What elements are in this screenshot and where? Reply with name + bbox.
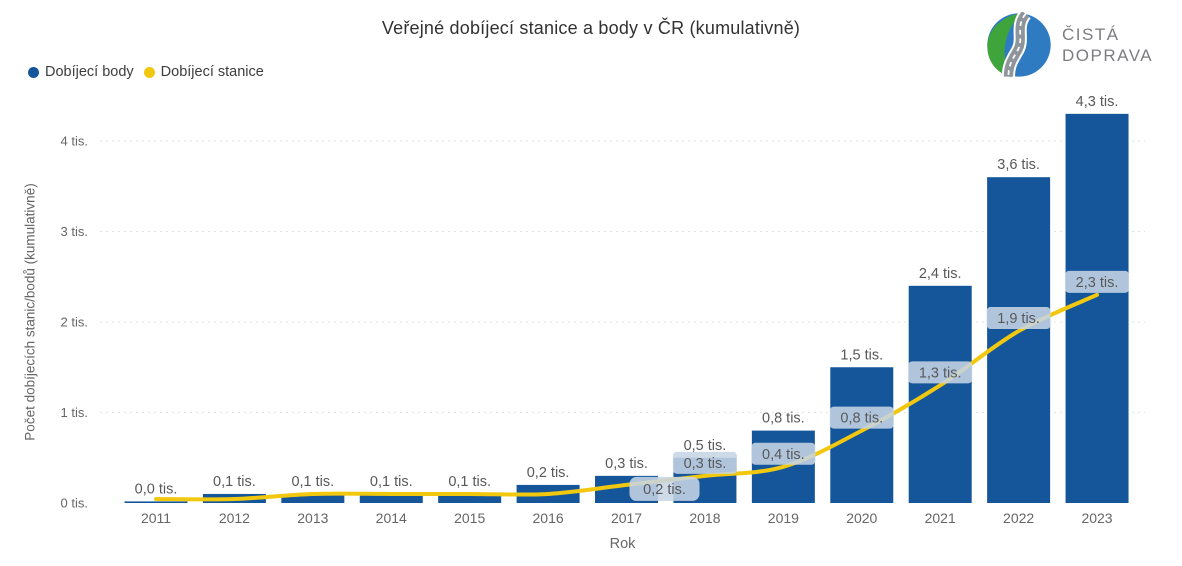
logo-line2: DOPRAVA [1062, 46, 1154, 65]
x-tick-label-2019[interactable]: 2019 [768, 510, 799, 526]
line-label-box-2021 [908, 361, 973, 384]
legend-item-dobijeci-body[interactable]: Dobíjecí body [28, 64, 134, 80]
bar-label-2021: 2,4 tis. [919, 266, 962, 282]
bar-label-2015: 0,1 tis. [448, 474, 491, 490]
logo-line1: ČISTÁ [1062, 25, 1120, 44]
bar-label-2014: 0,1 tis. [370, 474, 413, 490]
line-label-box-2022 [986, 307, 1051, 330]
legend-label-stanice: Dobíjecí stanice [160, 64, 264, 80]
x-tick-label-2015[interactable]: 2015 [454, 510, 485, 526]
y-tick-label: 1 tis. [61, 405, 88, 420]
line-label-box-2019 [751, 442, 816, 465]
x-tick-label-2022[interactable]: 2022 [1003, 510, 1034, 526]
line-label-2022: 1,9 tis. [997, 311, 1040, 327]
legend-dot-body-icon [28, 66, 39, 78]
chart-title: Veřejné dobíjecí stanice a body v ČR (ku… [381, 18, 801, 38]
x-tick-label-2016[interactable]: 2016 [533, 510, 564, 526]
bar-2014[interactable] [359, 493, 423, 503]
legend-dot-stanice-icon [143, 66, 155, 78]
line-label-2020: 0,8 tis. [840, 411, 883, 427]
x-tick-label-2013[interactable]: 2013 [297, 510, 328, 526]
bar-label-2020: 1,5 tis. [840, 347, 883, 363]
bar-2013[interactable] [281, 493, 345, 503]
line-label-2019: 0,4 tis. [762, 447, 805, 463]
legend-item-dobijeci-stanice[interactable]: Dobíjecí stanice [143, 64, 264, 80]
line-label-2018: 0,3 tis. [684, 456, 727, 472]
x-tick-label-2012[interactable]: 2012 [219, 510, 250, 526]
bar-2011[interactable] [124, 501, 188, 503]
x-tick-label-2014[interactable]: 2014 [376, 510, 407, 526]
line-label-box-2020 [829, 406, 894, 429]
chart-legend: Dobíjecí body Dobíjecí stanice [28, 64, 264, 80]
bar-label-2011: 0,0 tis. [135, 481, 178, 497]
bar-label-2016: 0,2 tis. [527, 465, 570, 481]
x-tick-label-2020[interactable]: 2020 [846, 510, 877, 526]
line-label-box-2023 [1065, 270, 1130, 293]
x-tick-label-2023[interactable]: 2023 [1081, 510, 1112, 526]
cista-doprava-logo: ČISTÁ DOPRAVA [986, 12, 1153, 78]
bar-2020[interactable] [830, 367, 894, 503]
x-tick-label-2011[interactable]: 2011 [141, 510, 171, 526]
x-tick-label-2018[interactable]: 2018 [689, 510, 720, 526]
line-label-box-2018 [672, 451, 737, 474]
y-tick-label: 4 tis. [61, 134, 88, 149]
y-tick-label: 0 tis. [61, 496, 88, 511]
bar-label-2022: 3,6 tis. [997, 157, 1040, 173]
bar-label-2019: 0,8 tis. [762, 411, 805, 427]
bar-2015[interactable] [438, 493, 502, 503]
bar-label-2018: 0,5 tis. [684, 438, 727, 454]
cista-doprava-logo-icon [987, 12, 1051, 78]
bar-label-2012: 0,1 tis. [213, 474, 256, 490]
line-label-2023: 2,3 tis. [1076, 275, 1119, 291]
bar-2022[interactable] [987, 177, 1051, 503]
x-tick-label-2021[interactable]: 2021 [925, 510, 956, 526]
cista-doprava-logo-text: ČISTÁ DOPRAVA [1062, 24, 1153, 66]
x-tick-label-2017[interactable]: 2017 [611, 510, 642, 526]
y-tick-label: 3 tis. [61, 224, 88, 239]
line-label-2017: 0,2 tis. [643, 482, 686, 498]
bar-label-2023: 4,3 tis. [1076, 94, 1119, 110]
bar-label-2017: 0,3 tis. [605, 456, 648, 472]
legend-label-body: Dobíjecí body [45, 64, 134, 80]
line-label-2021: 1,3 tis. [919, 365, 962, 381]
bar-label-2013: 0,1 tis. [291, 474, 334, 490]
bar-2023[interactable] [1065, 113, 1129, 503]
bar-2021[interactable] [908, 285, 972, 503]
line-label-box-2017 [629, 476, 700, 501]
x-axis-title: Rok [609, 536, 636, 552]
y-tick-label: 2 tis. [61, 315, 88, 330]
